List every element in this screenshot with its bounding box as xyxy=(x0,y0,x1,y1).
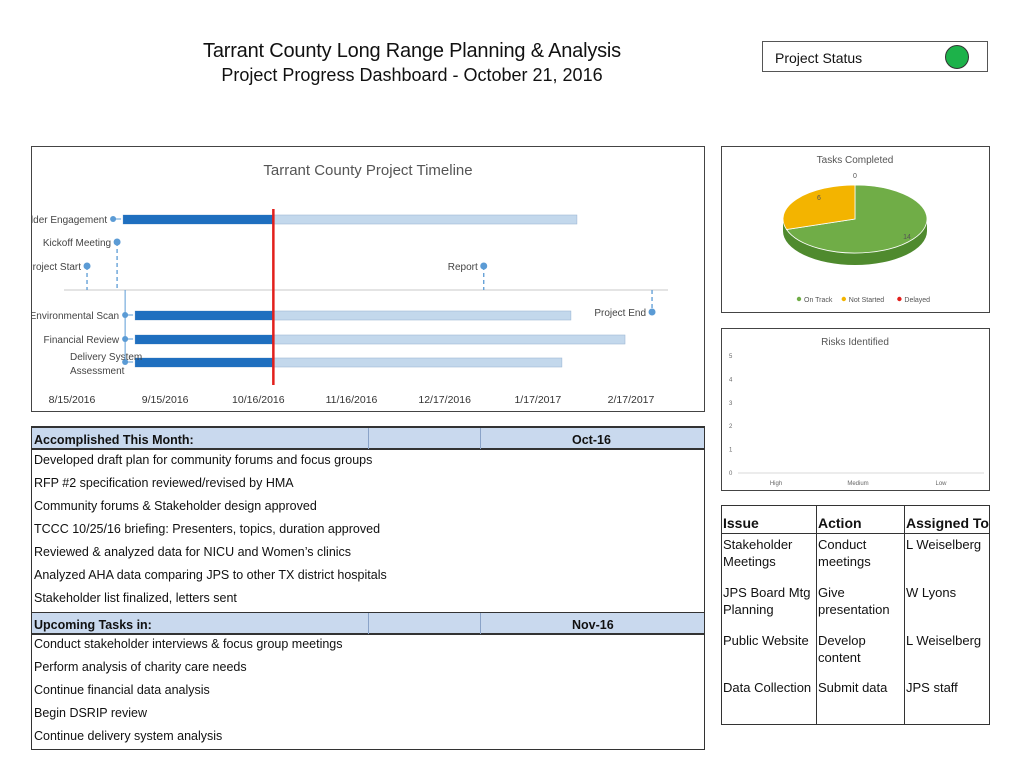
assigned-cell: JPS staff xyxy=(906,680,958,695)
project-status-label: Project Status xyxy=(775,50,863,66)
action-cell: Submit data xyxy=(818,680,888,695)
bar-progress xyxy=(135,311,274,320)
y-tick-label: 4 xyxy=(729,377,733,383)
assigned-cell: L Weiselberg xyxy=(906,633,982,648)
y-tick-label: 1 xyxy=(729,448,733,454)
issue-cell: Data Collection xyxy=(723,680,812,695)
legend-marker xyxy=(796,296,802,302)
project-status-indicator-icon xyxy=(945,45,969,69)
accomplished-item: Stakeholder list finalized, letters sent xyxy=(34,591,237,605)
action-cell: Develop content xyxy=(818,633,866,665)
issue-cell: JPS Board Mtg Planning xyxy=(723,585,811,617)
tasks-panel: Accomplished This Month: Oct-16 Develope… xyxy=(31,426,705,750)
pie-slice xyxy=(782,184,856,230)
upcoming-header: Upcoming Tasks in: Nov-16 xyxy=(32,612,704,635)
accomplished-header: Accomplished This Month: Oct-16 xyxy=(32,427,704,450)
x-tick-label: 10/16/2016 xyxy=(232,394,285,406)
x-tick-label: 9/15/2016 xyxy=(142,394,189,406)
upcoming-label: Upcoming Tasks in: xyxy=(34,618,152,632)
bar-lead-point xyxy=(110,216,117,222)
legend-marker xyxy=(897,296,902,302)
accomplished-item: RFP #2 specification reviewed/revised by… xyxy=(34,476,294,490)
dashboard-title: Tarrant County Long Range Planning & Ana… xyxy=(203,40,621,62)
issue-cell: Stakeholder Meetings xyxy=(723,537,793,569)
bar-label: Stakeholder Engagement xyxy=(32,215,107,226)
accomplished-item: Developed draft plan for community forum… xyxy=(34,453,373,467)
timeline-svg: Tarrant County Project Timeline Kickoff M… xyxy=(32,162,668,406)
pie-data-label: 14 xyxy=(903,234,911,241)
dashboard-subtitle: Project Progress Dashboard - October 21,… xyxy=(221,65,603,85)
issue-cell: Public Website xyxy=(723,633,809,648)
y-tick-label: 3 xyxy=(729,401,733,407)
x-tick-label: 2/17/2017 xyxy=(608,394,655,406)
legend-label: On Track xyxy=(804,297,833,304)
pie-data-label: 6 xyxy=(817,195,821,202)
pie-svg: Tasks Completed 14 6 0 On Track Not Started De… xyxy=(782,155,930,304)
x-tick-label: High xyxy=(770,481,782,487)
x-tick-label: 11/16/2016 xyxy=(326,394,378,406)
upcoming-item: Continue delivery system analysis xyxy=(34,729,223,743)
pie-data-label: 0 xyxy=(853,173,857,180)
milestone-label: Project Start xyxy=(32,262,81,273)
project-timeline-chart: Tarrant County Project Timeline Kickoff M… xyxy=(31,146,705,412)
accomplished-item: TCCC 10/25/16 briefing: Presenters, topi… xyxy=(34,522,381,536)
bar-label: Assessment xyxy=(70,366,125,377)
milestone-point xyxy=(83,262,91,270)
assigned-column-header: Assigned To xyxy=(906,515,989,531)
risk-title: Risks Identified xyxy=(821,337,889,348)
action-cell: Conduct meetings xyxy=(818,537,871,569)
legend-marker xyxy=(841,296,846,302)
y-tick-label: 5 xyxy=(729,354,733,360)
milestone-point xyxy=(113,238,121,246)
y-tick-label: 2 xyxy=(729,424,733,430)
milestone-label: Kickoff Meeting xyxy=(43,238,111,249)
x-tick-label: 8/15/2016 xyxy=(49,394,96,406)
pie-slice xyxy=(785,184,928,254)
accomplished-item: Community forums & Stakeholder design ap… xyxy=(34,499,317,513)
upcoming-item: Begin DSRIP review xyxy=(34,706,148,720)
bar-progress xyxy=(135,358,274,367)
accomplished-month: Oct-16 xyxy=(572,433,611,447)
accomplished-label: Accomplished This Month: xyxy=(34,433,194,447)
upcoming-item: Continue financial data analysis xyxy=(34,683,210,697)
accomplished-item: Reviewed & analyzed data for NICU and Wo… xyxy=(34,545,352,559)
issues-table: Issue Action Assigned To Stakeholder Meet… xyxy=(721,505,990,725)
x-tick-label: Medium xyxy=(847,481,868,487)
assigned-cell: L Weiselberg xyxy=(906,537,982,552)
project-status-box: Project Status xyxy=(762,41,988,72)
action-column-header: Action xyxy=(818,515,862,531)
accomplished-item: Analyzed AHA data comparing JPS to other… xyxy=(34,568,387,582)
pie-title: Tasks Completed xyxy=(817,155,894,166)
assigned-cell: W Lyons xyxy=(906,585,957,600)
upcoming-item: Perform analysis of charity care needs xyxy=(34,660,247,674)
legend-label: Not Started xyxy=(849,297,885,304)
bar-progress xyxy=(135,335,274,344)
legend-label: Delayed xyxy=(904,297,930,304)
x-tick-label: 12/17/2016 xyxy=(418,394,471,406)
x-tick-label: Low xyxy=(935,481,947,487)
risk-svg: Risks Identified 0 1 2 3 4 5 High Medium Low xyxy=(729,337,984,487)
milestone-point xyxy=(648,308,656,316)
milestone-label: Report xyxy=(448,262,478,273)
tasks-completed-chart: Tasks Completed 14 6 0 On Track Not Started De… xyxy=(721,146,990,313)
y-tick-label: 0 xyxy=(729,471,733,477)
issues-table-header: Issue Action Assigned To xyxy=(722,506,989,534)
timeline-title: Tarrant County Project Timeline xyxy=(263,162,472,179)
action-cell: Give presentation xyxy=(818,585,890,617)
milestone-label: Project End xyxy=(594,308,646,319)
risks-identified-chart: Risks Identified 0 1 2 3 4 5 High Medium Low xyxy=(721,328,990,491)
bar-label: Delivery System xyxy=(70,352,142,363)
upcoming-month: Nov-16 xyxy=(572,618,614,632)
bar-label: Environmental Scan xyxy=(32,311,119,322)
pie-depth xyxy=(783,219,927,265)
x-tick-label: 1/17/2017 xyxy=(514,394,561,406)
bar-label: Financial Review xyxy=(44,335,120,346)
upcoming-item: Conduct stakeholder interviews & focus g… xyxy=(34,637,343,651)
milestone-point xyxy=(480,262,488,270)
issue-column-header: Issue xyxy=(723,515,759,531)
bar-progress xyxy=(123,215,274,224)
